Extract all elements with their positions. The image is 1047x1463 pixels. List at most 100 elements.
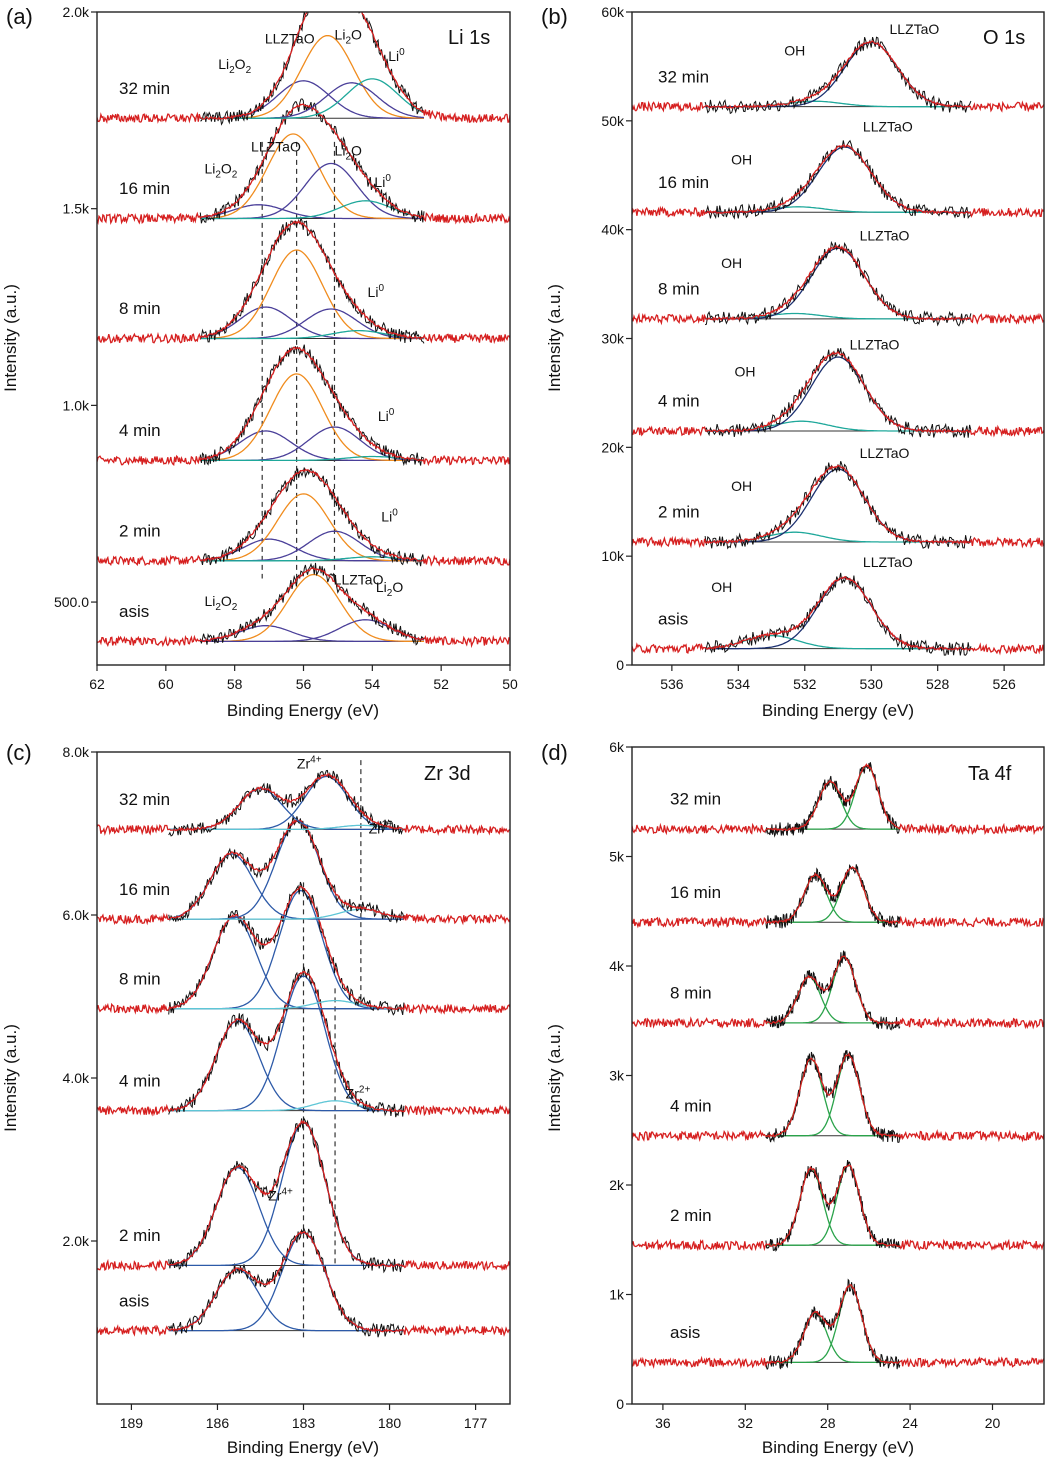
x-tick-label: 28 bbox=[820, 1415, 836, 1431]
fit-envelope-line bbox=[632, 955, 1044, 1030]
raw-data-line bbox=[168, 769, 405, 837]
x-axis-title: Binding Energy (eV) bbox=[227, 1438, 379, 1457]
component-peak-llztao bbox=[200, 493, 424, 562]
spectrum-4-min bbox=[632, 348, 1044, 438]
fit-envelope-line bbox=[632, 143, 1044, 218]
raw-data-line bbox=[704, 348, 972, 438]
x-tick-label: 530 bbox=[860, 676, 884, 692]
x-tick-label: 536 bbox=[660, 676, 684, 692]
peak-annotation: Li0 bbox=[388, 47, 405, 64]
fit-envelope-line bbox=[632, 351, 1044, 438]
fit-envelope-line bbox=[97, 1230, 510, 1337]
fit-envelope-line bbox=[97, 220, 510, 345]
y-tick-label: 10k bbox=[601, 548, 625, 564]
component-peak-zr4-3d3-2 bbox=[168, 1020, 404, 1112]
x-axis-title: Binding Energy (eV) bbox=[762, 1438, 914, 1457]
y-tick-label: 4.0k bbox=[63, 1070, 90, 1086]
spectrum-8-min bbox=[632, 950, 1044, 1031]
peak-annotation: Li2O2 bbox=[204, 160, 237, 180]
fit-envelope-line bbox=[97, 970, 510, 1117]
spectrum-label: 2 min bbox=[119, 1226, 161, 1245]
y-tick-label: 2.0k bbox=[63, 1233, 90, 1249]
x-tick-label: 534 bbox=[727, 676, 751, 692]
spectrum-label: 4 min bbox=[670, 1096, 712, 1115]
peak-annotation: OH bbox=[721, 255, 742, 271]
spectrum-32-min bbox=[97, 12, 510, 126]
peak-annotation: LLZTaO bbox=[265, 30, 315, 46]
x-tick-label: 58 bbox=[227, 676, 243, 692]
raw-data-line bbox=[199, 344, 425, 467]
x-tick-label: 32 bbox=[738, 1415, 754, 1431]
spectrum-label: 16 min bbox=[670, 883, 721, 902]
peak-annotation: Zr4+ bbox=[268, 1186, 293, 1203]
spectrum-label: 8 min bbox=[119, 299, 161, 318]
peak-annotation: Li2O bbox=[335, 27, 362, 47]
y-axis-title: Intensity (a.u.) bbox=[545, 1024, 564, 1132]
y-tick-label: 6.0k bbox=[63, 907, 90, 923]
spectrum-4-min bbox=[97, 344, 510, 467]
component-peak-zr2- bbox=[168, 824, 404, 831]
fit-envelope-line bbox=[632, 1284, 1044, 1369]
y-tick-label: 0 bbox=[616, 657, 624, 673]
y-tick-label: 40k bbox=[601, 222, 625, 238]
y-tick-label: 60k bbox=[601, 4, 625, 20]
component-peak-llztao bbox=[705, 247, 971, 320]
component-peak-li0 bbox=[200, 556, 424, 562]
y-tick-label: 1.0k bbox=[63, 397, 90, 413]
x-tick-label: 62 bbox=[89, 676, 105, 692]
spectrum-32-min bbox=[632, 36, 1044, 115]
peak-annotation: OH bbox=[784, 43, 805, 59]
spectrum-16-min bbox=[632, 863, 1044, 929]
raw-data-line bbox=[765, 863, 901, 929]
raw-data-line bbox=[765, 762, 901, 838]
y-tick-label: 50k bbox=[601, 113, 625, 129]
component-peak-ta-4f5-2 bbox=[765, 1167, 900, 1246]
spectrum-label: 8 min bbox=[670, 984, 712, 1003]
core-level-title: O 1s bbox=[983, 27, 1025, 49]
y-axis-title: Intensity (a.u.) bbox=[1, 1024, 20, 1132]
fit-envelope-line bbox=[97, 819, 510, 926]
spectrum-4-min bbox=[97, 966, 510, 1118]
x-tick-label: 186 bbox=[206, 1415, 230, 1431]
plot-area bbox=[97, 12, 510, 649]
peak-annotation: LLZTaO bbox=[863, 554, 913, 570]
component-peak-llztao bbox=[200, 573, 424, 643]
peak-annotation: Li2O bbox=[335, 143, 362, 163]
component-peak-li0 bbox=[200, 455, 424, 462]
raw-data-line bbox=[168, 1227, 405, 1338]
peak-annotation: OH bbox=[731, 151, 752, 167]
x-tick-label: 36 bbox=[655, 1415, 671, 1431]
fit-envelope-line bbox=[97, 1119, 510, 1272]
raw-data-line bbox=[199, 215, 425, 344]
peak-annotation: Li0 bbox=[381, 507, 398, 524]
component-peak-ta-4f7-2 bbox=[765, 956, 900, 1024]
spectrum-16-min bbox=[97, 98, 510, 226]
component-peak-zr2- bbox=[168, 999, 404, 1010]
spectrum-label: asis bbox=[658, 609, 688, 628]
component-peak-oh bbox=[705, 531, 971, 543]
spectrum-32-min bbox=[97, 769, 510, 837]
x-tick-label: 54 bbox=[365, 676, 381, 692]
spectrum-label: 16 min bbox=[119, 179, 170, 198]
component-peak-llztao bbox=[200, 249, 424, 340]
y-tick-label: 2k bbox=[609, 1177, 625, 1193]
spectrum-2-min bbox=[97, 1116, 510, 1274]
fit-envelope-line bbox=[97, 567, 510, 649]
x-tick-label: 183 bbox=[292, 1415, 316, 1431]
fit-envelope-line bbox=[97, 346, 510, 467]
spectrum-label: 4 min bbox=[119, 1071, 161, 1090]
x-axis-title: Binding Energy (eV) bbox=[227, 701, 379, 720]
spectrum-label: 2 min bbox=[119, 521, 161, 540]
x-tick-label: 180 bbox=[378, 1415, 402, 1431]
peak-annotation: Li2O bbox=[376, 579, 403, 599]
spectrum-label: 8 min bbox=[658, 280, 700, 299]
spectrum-label: 32 min bbox=[119, 790, 170, 809]
spectrum-asis bbox=[632, 572, 1044, 656]
peak-annotation: OH bbox=[731, 478, 752, 494]
y-tick-label: 500.0 bbox=[54, 594, 89, 610]
raw-data-line bbox=[765, 1159, 900, 1252]
peak-annotation: Zr4+ bbox=[297, 754, 322, 771]
component-peak-zr4-3d3-2 bbox=[168, 1167, 404, 1267]
fit-envelope-line bbox=[632, 244, 1044, 326]
peak-annotation: Li2O2 bbox=[204, 593, 237, 613]
